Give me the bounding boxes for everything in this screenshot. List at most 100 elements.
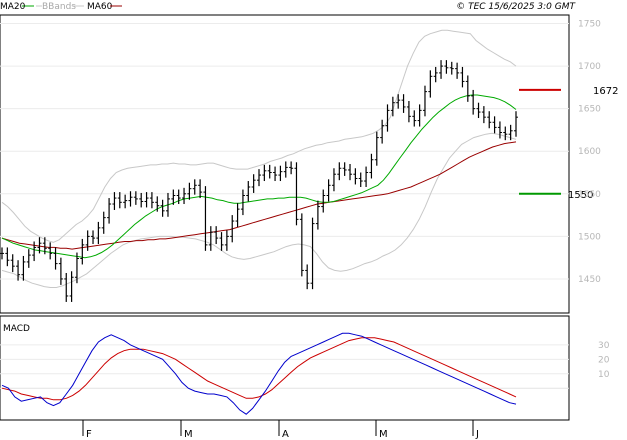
price-tick-label: 1450 bbox=[578, 275, 601, 285]
price-bar bbox=[273, 166, 278, 182]
price-bar bbox=[133, 191, 138, 205]
price-bar bbox=[337, 162, 342, 181]
price-bar bbox=[32, 241, 37, 262]
price-bar bbox=[428, 70, 433, 98]
price-bar bbox=[481, 106, 486, 124]
macd-lines bbox=[1, 332, 517, 415]
price-bar bbox=[310, 217, 315, 290]
price-bar bbox=[107, 198, 112, 224]
price-bar bbox=[74, 252, 79, 284]
price-bar bbox=[42, 237, 47, 255]
price-tick-label: 1550 bbox=[578, 190, 601, 200]
price-bar bbox=[326, 179, 331, 202]
price-bar bbox=[5, 247, 10, 267]
price-tick-label: 1700 bbox=[578, 62, 601, 72]
macd-gridlines bbox=[0, 344, 569, 389]
price-bar bbox=[224, 230, 229, 251]
x-tick-label: F bbox=[86, 429, 92, 440]
price-bar bbox=[455, 62, 460, 79]
macd-tick-label: 30 bbox=[598, 341, 610, 351]
price-bar bbox=[171, 189, 176, 205]
price-bar bbox=[176, 189, 181, 205]
price-bar bbox=[514, 111, 518, 137]
price-bar bbox=[299, 213, 304, 277]
price-bar bbox=[214, 226, 219, 245]
price-tick-label: 1500 bbox=[578, 232, 601, 242]
price-bar bbox=[16, 260, 21, 281]
price-bar bbox=[219, 232, 224, 251]
price-bar bbox=[374, 131, 379, 166]
price-bar bbox=[262, 164, 267, 182]
macd-tick-label: 10 bbox=[598, 370, 610, 380]
price-tick-label: 1600 bbox=[578, 147, 601, 157]
price-bars bbox=[0, 60, 518, 302]
price-bar bbox=[123, 194, 128, 209]
price-bar bbox=[342, 162, 347, 176]
price-bar bbox=[417, 104, 422, 127]
price-bar bbox=[230, 215, 235, 243]
price-tick-label: 1650 bbox=[578, 105, 601, 115]
price-bar bbox=[497, 121, 502, 139]
bbands-lower-line bbox=[1, 132, 517, 288]
price-axis-labels: 1450 1500 1550 1600 1650 1700 1750 bbox=[578, 20, 601, 285]
price-bar bbox=[385, 104, 390, 132]
price-bar bbox=[412, 110, 417, 127]
price-bar bbox=[294, 162, 299, 226]
price-bar bbox=[160, 199, 165, 217]
price-bar bbox=[289, 161, 294, 175]
bbands-upper-line bbox=[1, 29, 517, 243]
copyright-text: © TEC 15/6/2025 3:0 GMT bbox=[456, 2, 576, 12]
price-bar bbox=[278, 165, 283, 182]
price-bar bbox=[348, 164, 353, 181]
price-bar bbox=[208, 226, 213, 251]
bbands-lines bbox=[1, 29, 517, 288]
price-bar bbox=[503, 126, 508, 141]
price-bar bbox=[246, 181, 251, 202]
macd-axis-labels: 10 20 30 bbox=[598, 341, 610, 380]
price-bar bbox=[406, 100, 411, 123]
price-bar bbox=[460, 66, 465, 88]
price-bar bbox=[315, 200, 320, 230]
price-bar bbox=[364, 166, 369, 187]
price-tick-label: 1750 bbox=[578, 20, 601, 30]
price-bar bbox=[198, 179, 203, 199]
price-bar bbox=[492, 116, 497, 134]
price-bar bbox=[358, 172, 363, 187]
legend: MA20 BBands MA60 bbox=[0, 2, 122, 12]
price-bar bbox=[144, 192, 149, 208]
price-bar bbox=[283, 161, 288, 178]
price-bar bbox=[187, 182, 192, 200]
signal-series-line bbox=[1, 337, 517, 401]
price-bar bbox=[64, 272, 69, 302]
price-bar bbox=[321, 189, 326, 213]
macd-series-line bbox=[1, 332, 517, 415]
price-bar bbox=[257, 169, 261, 187]
target-levels: 1672 1550 bbox=[519, 86, 618, 201]
price-bar bbox=[433, 66, 438, 83]
price-bar bbox=[240, 189, 245, 216]
price-bar bbox=[165, 192, 170, 217]
price-bar bbox=[396, 94, 401, 109]
price-bar bbox=[21, 255, 26, 281]
price-bar bbox=[251, 174, 256, 193]
price-bar bbox=[401, 94, 406, 113]
price-bar bbox=[422, 85, 427, 117]
price-bar bbox=[112, 192, 117, 210]
price-bar bbox=[369, 153, 374, 179]
x-tick-label: A bbox=[282, 429, 289, 440]
x-tick-label: M bbox=[379, 429, 388, 440]
macd-label: MACD bbox=[3, 324, 30, 334]
price-panel: 1672 1550 1450 1500 1550 1600 1650 1700 1750 bbox=[0, 14, 618, 314]
price-bar bbox=[0, 247, 4, 260]
price-bar bbox=[471, 89, 476, 115]
price-bar bbox=[96, 221, 101, 245]
legend-bbands-label: BBands bbox=[42, 2, 76, 12]
price-bar bbox=[37, 237, 42, 254]
price-bar bbox=[101, 211, 106, 234]
x-tick-label: M bbox=[184, 429, 193, 440]
ma20-line bbox=[1, 94, 517, 259]
price-bar bbox=[353, 168, 358, 185]
x-tick-label: J bbox=[475, 429, 479, 440]
